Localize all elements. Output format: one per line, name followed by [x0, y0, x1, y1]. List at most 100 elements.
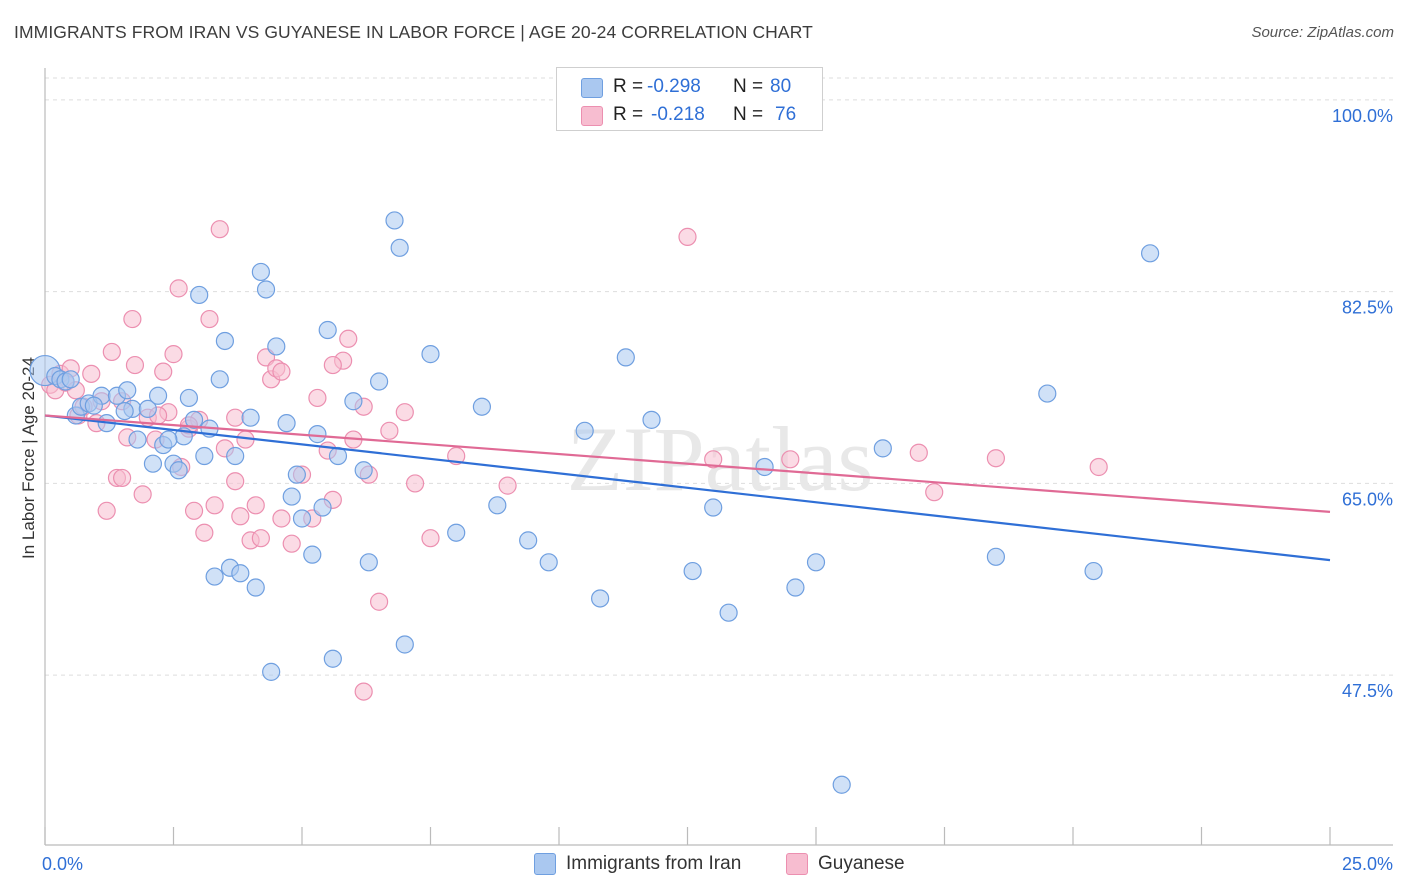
guyanese-point: [169, 279, 188, 298]
guyanese-point: [323, 355, 342, 375]
iran-point: [143, 454, 163, 473]
guyanese-point: [678, 227, 697, 246]
guyanese-point: [925, 483, 944, 502]
iran-point: [447, 523, 466, 542]
iran-point: [719, 603, 738, 622]
iran-point: [292, 509, 312, 528]
guyanese-point: [251, 529, 270, 548]
n-value: 80: [770, 76, 792, 97]
iran-point: [832, 775, 851, 794]
iran-point: [215, 331, 234, 351]
y-tick-label: 82.5%: [1342, 298, 1393, 318]
iran-point: [267, 337, 286, 356]
guyanese-point: [82, 364, 101, 383]
iran-swatch: [581, 78, 603, 98]
n-value: 76: [775, 104, 797, 125]
guyanese-point: [909, 443, 928, 462]
guyanese-point: [200, 309, 219, 329]
iran-point: [159, 430, 178, 449]
iran-point: [205, 567, 224, 586]
iran-point: [539, 553, 558, 572]
iran-point: [169, 461, 188, 480]
chart-title: IMMIGRANTS FROM IRAN VS GUYANESE IN LABO…: [14, 22, 813, 42]
iran-point: [786, 578, 805, 597]
stats-legend: R = -0.298 N = 80 R = -0.218 N = 76: [556, 67, 823, 131]
iran-point: [323, 649, 342, 668]
iran-point: [138, 399, 157, 419]
guyanese-trend-line: [44, 414, 1331, 513]
y-tick-label: 100.0%: [1332, 106, 1393, 126]
guyanese-point: [246, 496, 265, 515]
iran-point: [575, 421, 594, 440]
guyanese-point: [205, 496, 224, 515]
guyanese-point: [354, 682, 373, 701]
guyanese-point: [154, 362, 173, 381]
guyanese-point: [210, 220, 229, 239]
guyanese-point: [97, 501, 116, 520]
iran-point: [683, 561, 702, 581]
iran-point: [118, 381, 137, 400]
iran-point: [519, 531, 538, 550]
guyanese-point: [421, 529, 440, 548]
iran-point: [256, 280, 276, 299]
guyanese-point: [125, 355, 145, 375]
guyanese-point: [164, 345, 183, 364]
x-tick-label: 0.0%: [42, 854, 83, 874]
iran-swatch: [534, 853, 556, 875]
guyanese-point: [1089, 457, 1108, 477]
guyanese-point: [282, 534, 301, 553]
iran-point: [488, 496, 507, 515]
guyanese-point: [986, 449, 1006, 468]
r-label: R =: [613, 76, 649, 97]
iran-point: [354, 461, 373, 480]
iran-point: [277, 414, 296, 433]
n-label: N =: [733, 76, 769, 97]
iran-point: [251, 262, 270, 282]
tick-labels: 100.0% 82.5% 65.0% 47.5% 0.0% 25.0%: [42, 106, 1393, 874]
guyanese-point: [102, 342, 121, 362]
iran-point: [591, 589, 610, 608]
guyanese-point: [308, 388, 327, 408]
iran-point: [195, 446, 214, 466]
x-tick-label: 25.0%: [1342, 854, 1393, 874]
y-axis-label: In Labor Force | Age 20-24: [19, 357, 38, 559]
iran-point: [806, 553, 826, 572]
iran-point: [226, 446, 245, 466]
iran-point: [755, 457, 774, 477]
axes: [44, 68, 1393, 846]
trend-lines: [44, 414, 1331, 562]
r-value: -0.298: [647, 76, 701, 97]
r-label: R =: [613, 104, 649, 125]
iran-point: [986, 547, 1006, 566]
iran-point: [1038, 384, 1057, 403]
guyanese-point: [231, 507, 250, 526]
iran-point: [61, 370, 80, 389]
guyanese-point: [226, 472, 245, 491]
guyanese-point: [380, 421, 399, 440]
guyanese-point: [272, 509, 291, 528]
iran-point: [148, 386, 168, 405]
iran-point: [210, 370, 229, 389]
iran-trend-line: [44, 414, 1331, 562]
iran-point: [128, 430, 147, 449]
iran-point: [313, 498, 332, 517]
iran-point: [370, 372, 389, 391]
guyanese-point: [226, 408, 245, 427]
n-label: N =: [733, 104, 769, 125]
guyanese-point: [339, 329, 358, 348]
source-label: Source: ZipAtlas.com: [1251, 24, 1394, 41]
iran-point: [308, 425, 327, 444]
guyanese-point: [405, 474, 425, 493]
iran-point: [303, 545, 322, 564]
guyanese-point: [195, 523, 214, 542]
iran-point: [1140, 244, 1160, 263]
iran-points: [29, 211, 1160, 794]
iran-point: [179, 388, 199, 408]
guyanese-point: [184, 501, 204, 520]
guyanese-point: [781, 450, 800, 469]
iran-point: [642, 410, 661, 429]
guyanese-point: [704, 450, 723, 469]
iran-point: [231, 564, 250, 583]
guyanese-swatch: [786, 853, 808, 875]
